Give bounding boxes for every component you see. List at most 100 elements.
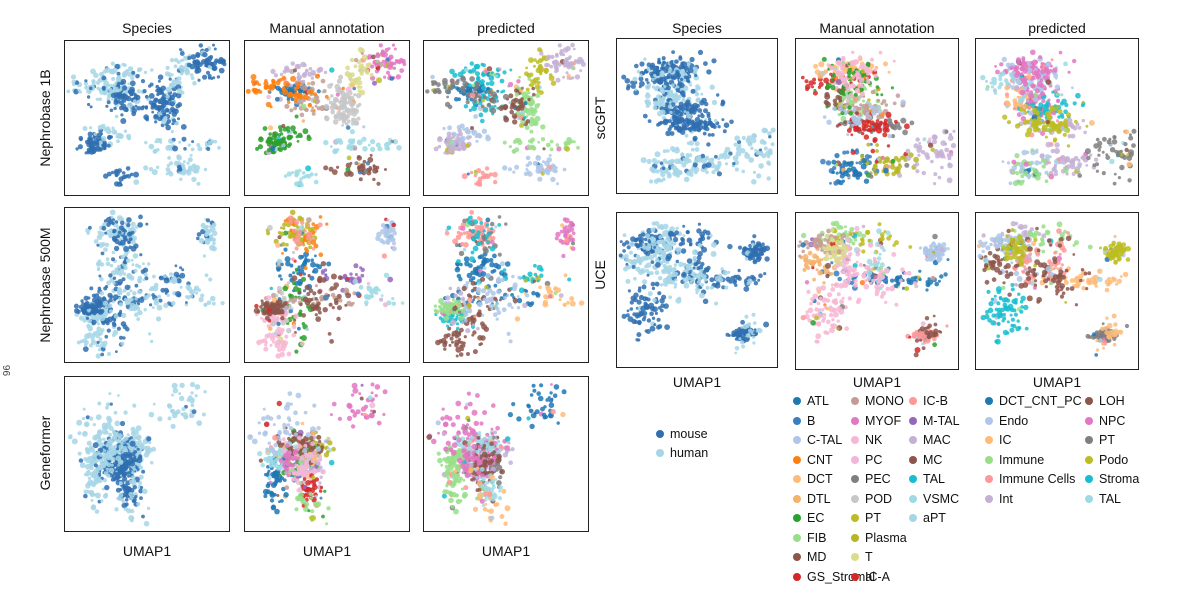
umap-point [101, 85, 106, 90]
umap-cluster [524, 47, 557, 95]
umap-point [275, 85, 281, 91]
umap-point [129, 302, 136, 309]
umap-point [444, 464, 450, 469]
umap-point [83, 493, 88, 499]
umap-point [91, 483, 96, 488]
umap-point [187, 157, 193, 163]
umap-point [168, 77, 172, 81]
umap-point [205, 228, 210, 233]
umap-point [200, 293, 205, 298]
umap-point [75, 147, 79, 151]
umap-point [105, 467, 109, 471]
umap-point [209, 55, 214, 59]
umap-point [279, 132, 284, 136]
umap-point [314, 305, 320, 310]
umap-point [308, 67, 313, 71]
umap-point [299, 182, 304, 188]
umap-point [346, 300, 352, 307]
umap-point [528, 72, 534, 78]
umap-point [360, 383, 364, 387]
umap-point [120, 113, 124, 117]
umap-point [482, 107, 489, 113]
umap-point [310, 226, 315, 231]
umap-point [371, 54, 376, 60]
umap-point [191, 409, 197, 415]
umap-point [481, 85, 487, 91]
umap-point [129, 80, 136, 87]
umap-scatter-canvas [426, 383, 567, 526]
umap-point [304, 257, 308, 260]
umap-cluster [433, 298, 467, 322]
umap-point [530, 412, 537, 419]
umap-point [148, 411, 155, 418]
umap-point [387, 276, 394, 283]
umap-point [480, 104, 485, 109]
umap-point [534, 84, 541, 90]
umap-point [570, 42, 575, 48]
umap-point [197, 146, 203, 152]
umap-point [302, 289, 307, 293]
umap-point [331, 103, 336, 108]
umap-point [376, 231, 382, 238]
umap-point [347, 109, 353, 116]
umap-point [476, 311, 482, 317]
umap-point [391, 246, 397, 252]
umap-point [344, 303, 348, 307]
umap-point [489, 80, 495, 86]
umap-point [305, 69, 309, 73]
umap-point [168, 111, 172, 115]
umap-panel-geneformer-predicted [423, 376, 589, 532]
umap-point [481, 313, 485, 317]
umap-point [481, 72, 485, 77]
umap-point [297, 215, 303, 221]
umap-point [285, 261, 291, 267]
umap-point [286, 129, 291, 133]
umap-point [120, 220, 125, 226]
umap-point [496, 310, 502, 315]
umap-cluster [143, 153, 208, 186]
umap-point [277, 235, 282, 240]
umap-point [190, 54, 197, 60]
umap-point [274, 307, 278, 311]
umap-point [106, 462, 112, 468]
umap-point [461, 173, 468, 180]
umap-cluster [323, 153, 387, 186]
umap-point [314, 104, 318, 108]
umap-point [275, 242, 281, 248]
umap-point [263, 457, 268, 462]
umap-point [464, 67, 469, 73]
umap-point [480, 288, 487, 294]
umap-point [136, 317, 141, 321]
umap-point [191, 176, 197, 183]
umap-point [530, 79, 534, 83]
umap-point [461, 296, 465, 301]
umap-point [275, 317, 280, 322]
umap-point [87, 479, 94, 485]
umap-point [328, 459, 335, 466]
umap-point [303, 463, 307, 467]
umap-point [475, 81, 481, 87]
umap-point [142, 488, 148, 495]
umap-point [383, 272, 390, 278]
umap-point [546, 63, 551, 67]
umap-point [260, 316, 263, 320]
umap-point [485, 291, 490, 297]
umap-point [283, 478, 287, 482]
umap-point [286, 92, 293, 98]
umap-point [364, 68, 370, 74]
umap-point [305, 480, 311, 486]
umap-point [447, 104, 453, 110]
umap-point [297, 470, 303, 475]
umap-point [345, 167, 351, 172]
umap-point [196, 181, 201, 186]
umap-point [465, 143, 471, 149]
umap-point [303, 63, 307, 67]
umap-point [458, 315, 465, 321]
umap-point [293, 94, 300, 100]
umap-point [156, 93, 160, 97]
umap-point [324, 446, 328, 450]
umap-point [279, 351, 285, 358]
umap-point [444, 231, 450, 236]
umap-point [196, 232, 202, 237]
umap-point [336, 316, 341, 322]
